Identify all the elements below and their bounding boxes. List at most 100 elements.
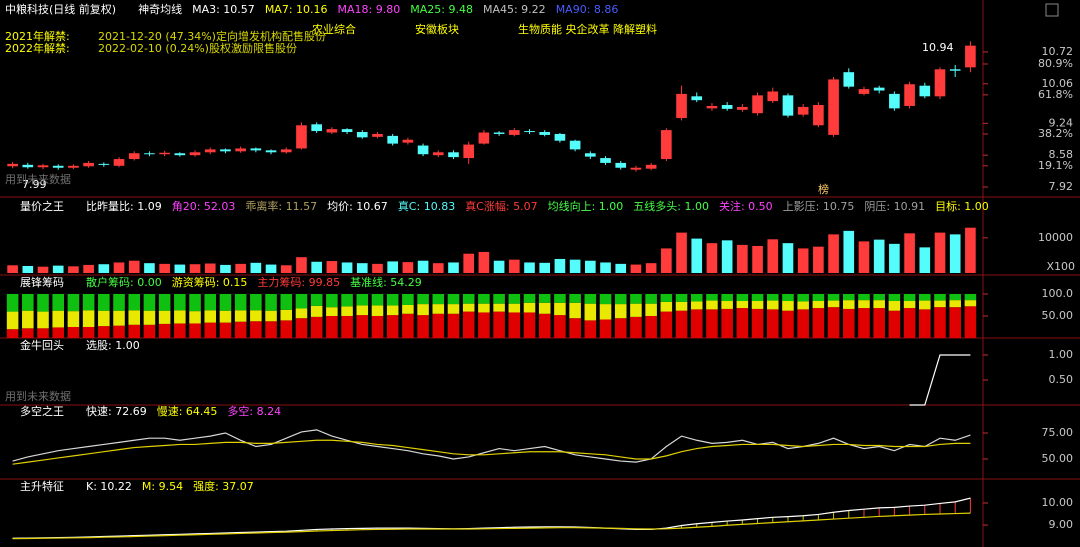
stack-segment xyxy=(189,311,201,324)
volume-bar xyxy=(417,260,429,273)
stack-segment xyxy=(265,293,277,311)
candle-body xyxy=(432,152,444,156)
candle-body xyxy=(144,153,155,155)
stack-segment xyxy=(356,305,369,316)
annotation: 2021年解禁: xyxy=(5,29,70,43)
candle-body xyxy=(630,167,642,170)
volume-bar xyxy=(280,265,292,273)
stack-segment xyxy=(326,307,338,316)
stack-segment xyxy=(310,316,323,338)
legend-entry: 散户筹码: 0.00 xyxy=(86,275,162,289)
candle-body xyxy=(615,162,627,168)
legend-entry: 真C: 10.83 xyxy=(398,199,455,213)
legend-entry: 选股: 1.00 xyxy=(86,339,140,352)
stack-segment xyxy=(554,302,566,316)
volume-bar xyxy=(326,261,338,273)
candle-body xyxy=(919,85,931,97)
stack-segment xyxy=(827,307,840,338)
candle-body xyxy=(904,84,915,106)
stack-segment xyxy=(538,302,551,314)
stack-segment xyxy=(219,322,232,338)
stack-segment xyxy=(295,293,308,309)
stack-segment xyxy=(949,293,961,301)
candle-body xyxy=(235,148,246,152)
stack-segment xyxy=(645,315,657,338)
candle-body xyxy=(83,162,94,167)
stack-segment xyxy=(797,301,809,310)
volume-bar xyxy=(7,265,18,273)
stack-segment xyxy=(478,293,490,304)
candle-body xyxy=(326,129,338,133)
stack-segment xyxy=(630,316,642,338)
stack-segment xyxy=(128,293,141,311)
stack-segment xyxy=(98,326,110,338)
annotation: 2021-12-20 (47.34%)定向增发机构配售股份 xyxy=(98,29,326,43)
legend-entry: 真C涨幅: 5.07 xyxy=(465,199,537,213)
volume-bar xyxy=(691,238,703,273)
stack-segment xyxy=(706,300,718,310)
stack-segment xyxy=(919,293,931,301)
candle-body xyxy=(843,72,855,87)
stack-segment xyxy=(523,293,536,303)
y-tick-label: 80.9% xyxy=(1038,57,1073,70)
candle-body xyxy=(782,95,794,116)
stack-segment xyxy=(386,305,399,316)
stack-segment xyxy=(614,318,627,338)
stack-segment xyxy=(690,301,703,310)
stack-segment xyxy=(584,293,597,304)
stack-segment xyxy=(402,313,414,338)
stack-segment xyxy=(52,293,64,311)
stack-segment xyxy=(341,293,353,307)
candle-body xyxy=(569,140,581,150)
stack-segment xyxy=(158,310,171,324)
volume-bar xyxy=(128,260,140,273)
candle-body xyxy=(584,153,596,157)
stack-segment xyxy=(371,315,384,338)
candle-body xyxy=(128,153,140,160)
volume-bar xyxy=(645,263,657,273)
y-tick-label: 9.24 xyxy=(1049,116,1074,129)
stack-segment xyxy=(295,318,308,338)
stack-segment xyxy=(523,312,536,338)
stack-segment xyxy=(675,310,688,338)
stack-segment xyxy=(234,293,247,311)
stack-segment xyxy=(812,301,825,309)
stack-segment xyxy=(234,321,247,338)
stack-segment xyxy=(751,308,764,338)
candle-body xyxy=(98,163,110,165)
stack-segment xyxy=(204,322,217,338)
stack-segment xyxy=(250,321,262,338)
stack-segment xyxy=(858,293,870,301)
window-button[interactable] xyxy=(1045,3,1059,17)
volume-bar xyxy=(873,239,885,273)
stack-segment xyxy=(341,306,353,316)
candle-body xyxy=(889,93,900,109)
stack-segment xyxy=(234,310,247,322)
volume-bar xyxy=(296,257,307,273)
candle-body xyxy=(250,148,262,151)
stack-segment xyxy=(113,293,125,311)
volume-bar xyxy=(554,258,566,273)
legend-entry: 展锋筹码 xyxy=(20,275,64,289)
candle-body xyxy=(934,69,946,97)
stack-segment xyxy=(432,293,445,305)
stack-segment xyxy=(782,301,794,311)
volume-bar xyxy=(737,244,748,273)
stack-segment xyxy=(52,327,64,338)
candle-body xyxy=(478,132,490,144)
legend-entry: 均价: 10.67 xyxy=(327,200,388,213)
stack-segment xyxy=(538,313,551,338)
stack-segment xyxy=(630,303,642,317)
candle-body xyxy=(858,89,870,94)
stack-segment xyxy=(538,293,551,303)
stack-segment xyxy=(174,310,186,324)
volume-bar xyxy=(235,263,246,273)
stack-segment xyxy=(569,293,581,303)
volume-bar xyxy=(752,245,763,273)
volume-bar xyxy=(782,243,794,273)
stack-segment xyxy=(98,293,110,311)
volume-bar xyxy=(98,264,110,273)
stack-segment xyxy=(721,293,733,302)
candle-body xyxy=(159,152,170,155)
